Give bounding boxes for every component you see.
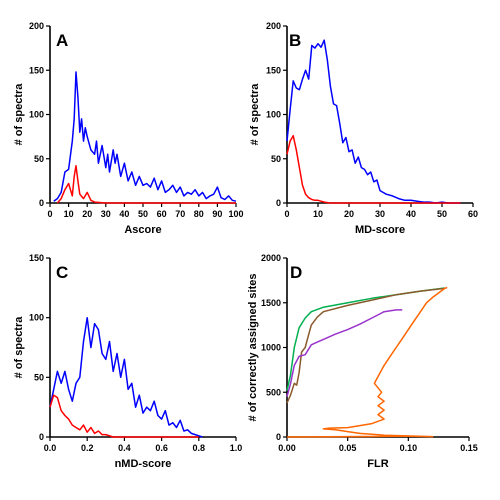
y-axis-label: # of correctly assigned sites bbox=[247, 274, 259, 422]
x-tick-label: 30 bbox=[375, 209, 385, 219]
x-tick-label: 0.4 bbox=[118, 443, 131, 453]
chart-panel-c: 0 50 100 150 0.0 0.2 0.4 0.6 0.8 1.0 nMD-score # of… bbox=[13, 253, 242, 470]
x-tick-label: 1.0 bbox=[230, 443, 243, 453]
x-tick-label: 0 bbox=[284, 209, 289, 219]
chart-panel-d: 0 500 1000 1500 2000 0.00 0.05 0.10 0.15 FLR # of … bbox=[247, 253, 478, 470]
x-tick-label: 0.05 bbox=[339, 443, 357, 453]
x-tick-label: 70 bbox=[175, 209, 185, 219]
x-axis-label: Ascore bbox=[124, 224, 161, 236]
series-line-1 bbox=[286, 287, 445, 391]
x-tick-label: 30 bbox=[101, 209, 111, 219]
y-tick-label: 150 bbox=[29, 253, 44, 263]
series-line-3 bbox=[286, 309, 403, 397]
x-tick-label: 0.8 bbox=[193, 443, 206, 453]
x-tick-label: 10 bbox=[64, 209, 74, 219]
x-tick-label: 20 bbox=[82, 209, 92, 219]
y-tick-label: 150 bbox=[29, 65, 44, 75]
y-tick-label: 0 bbox=[276, 198, 281, 208]
x-tick-label: 50 bbox=[437, 209, 447, 219]
x-tick-label: 80 bbox=[194, 209, 204, 219]
y-axis-label: # of spectra bbox=[249, 83, 261, 146]
y-tick-label: 200 bbox=[29, 21, 44, 31]
series-line-2 bbox=[56, 165, 236, 204]
y-tick-label: 0 bbox=[39, 198, 44, 208]
x-tick-label: 90 bbox=[212, 209, 222, 219]
x-tick-label: 0.6 bbox=[155, 443, 168, 453]
y-tick-label: 150 bbox=[266, 65, 281, 75]
series-line-2 bbox=[286, 287, 445, 404]
x-tick-label: 0.0 bbox=[44, 443, 57, 453]
panel-letter: B bbox=[289, 31, 301, 50]
y-tick-label: 50 bbox=[271, 154, 281, 164]
series-line-2 bbox=[286, 134, 461, 204]
series-line-2 bbox=[49, 394, 199, 438]
y-tick-label: 0 bbox=[39, 432, 44, 442]
panel-letter: A bbox=[56, 31, 68, 50]
x-tick-label: 40 bbox=[406, 209, 416, 219]
y-tick-label: 200 bbox=[266, 21, 281, 31]
series-line-4 bbox=[286, 286, 448, 438]
x-tick-label: 0.10 bbox=[400, 443, 418, 453]
y-tick-label: 2000 bbox=[261, 253, 281, 263]
chart-panel-a: 0 50 100 150 200 0 10 20 30 40 50 60 70 80 90 100 Ascore… bbox=[13, 21, 244, 236]
chart-panel-b: 0 50 100 150 200 0 10 20 30 40 50 60 MD-score # of sp… bbox=[249, 21, 478, 236]
x-tick-label: 0.2 bbox=[81, 443, 94, 453]
panel-letter: C bbox=[56, 263, 68, 282]
y-tick-label: 100 bbox=[29, 110, 44, 120]
y-tick-label: 0 bbox=[276, 432, 281, 442]
series-line-1 bbox=[53, 71, 237, 202]
y-axis-label: # of spectra bbox=[13, 316, 25, 379]
x-tick-label: 40 bbox=[119, 209, 129, 219]
x-tick-label: 100 bbox=[228, 209, 243, 219]
panel-letter: D bbox=[290, 263, 302, 282]
x-axis-label: MD-score bbox=[355, 224, 405, 236]
series-line-1 bbox=[286, 39, 461, 204]
x-tick-label: 10 bbox=[313, 209, 323, 219]
y-tick-label: 1000 bbox=[261, 343, 281, 353]
y-tick-label: 1500 bbox=[261, 298, 281, 308]
x-tick-label: 60 bbox=[157, 209, 167, 219]
y-axis-label: # of spectra bbox=[13, 83, 25, 146]
x-tick-label: 20 bbox=[344, 209, 354, 219]
y-tick-label: 50 bbox=[34, 154, 44, 164]
series-line-1 bbox=[49, 316, 203, 438]
x-axis-label: nMD-score bbox=[115, 458, 172, 470]
x-tick-label: 50 bbox=[138, 209, 148, 219]
x-tick-label: 0.00 bbox=[278, 443, 296, 453]
y-tick-label: 500 bbox=[266, 387, 281, 397]
y-tick-label: 50 bbox=[34, 372, 44, 382]
x-tick-label: 0 bbox=[47, 209, 52, 219]
x-axis-label: FLR bbox=[367, 458, 388, 470]
y-tick-label: 100 bbox=[29, 313, 44, 323]
x-tick-label: 0.15 bbox=[460, 443, 478, 453]
x-tick-label: 60 bbox=[468, 209, 478, 219]
y-tick-label: 100 bbox=[266, 110, 281, 120]
